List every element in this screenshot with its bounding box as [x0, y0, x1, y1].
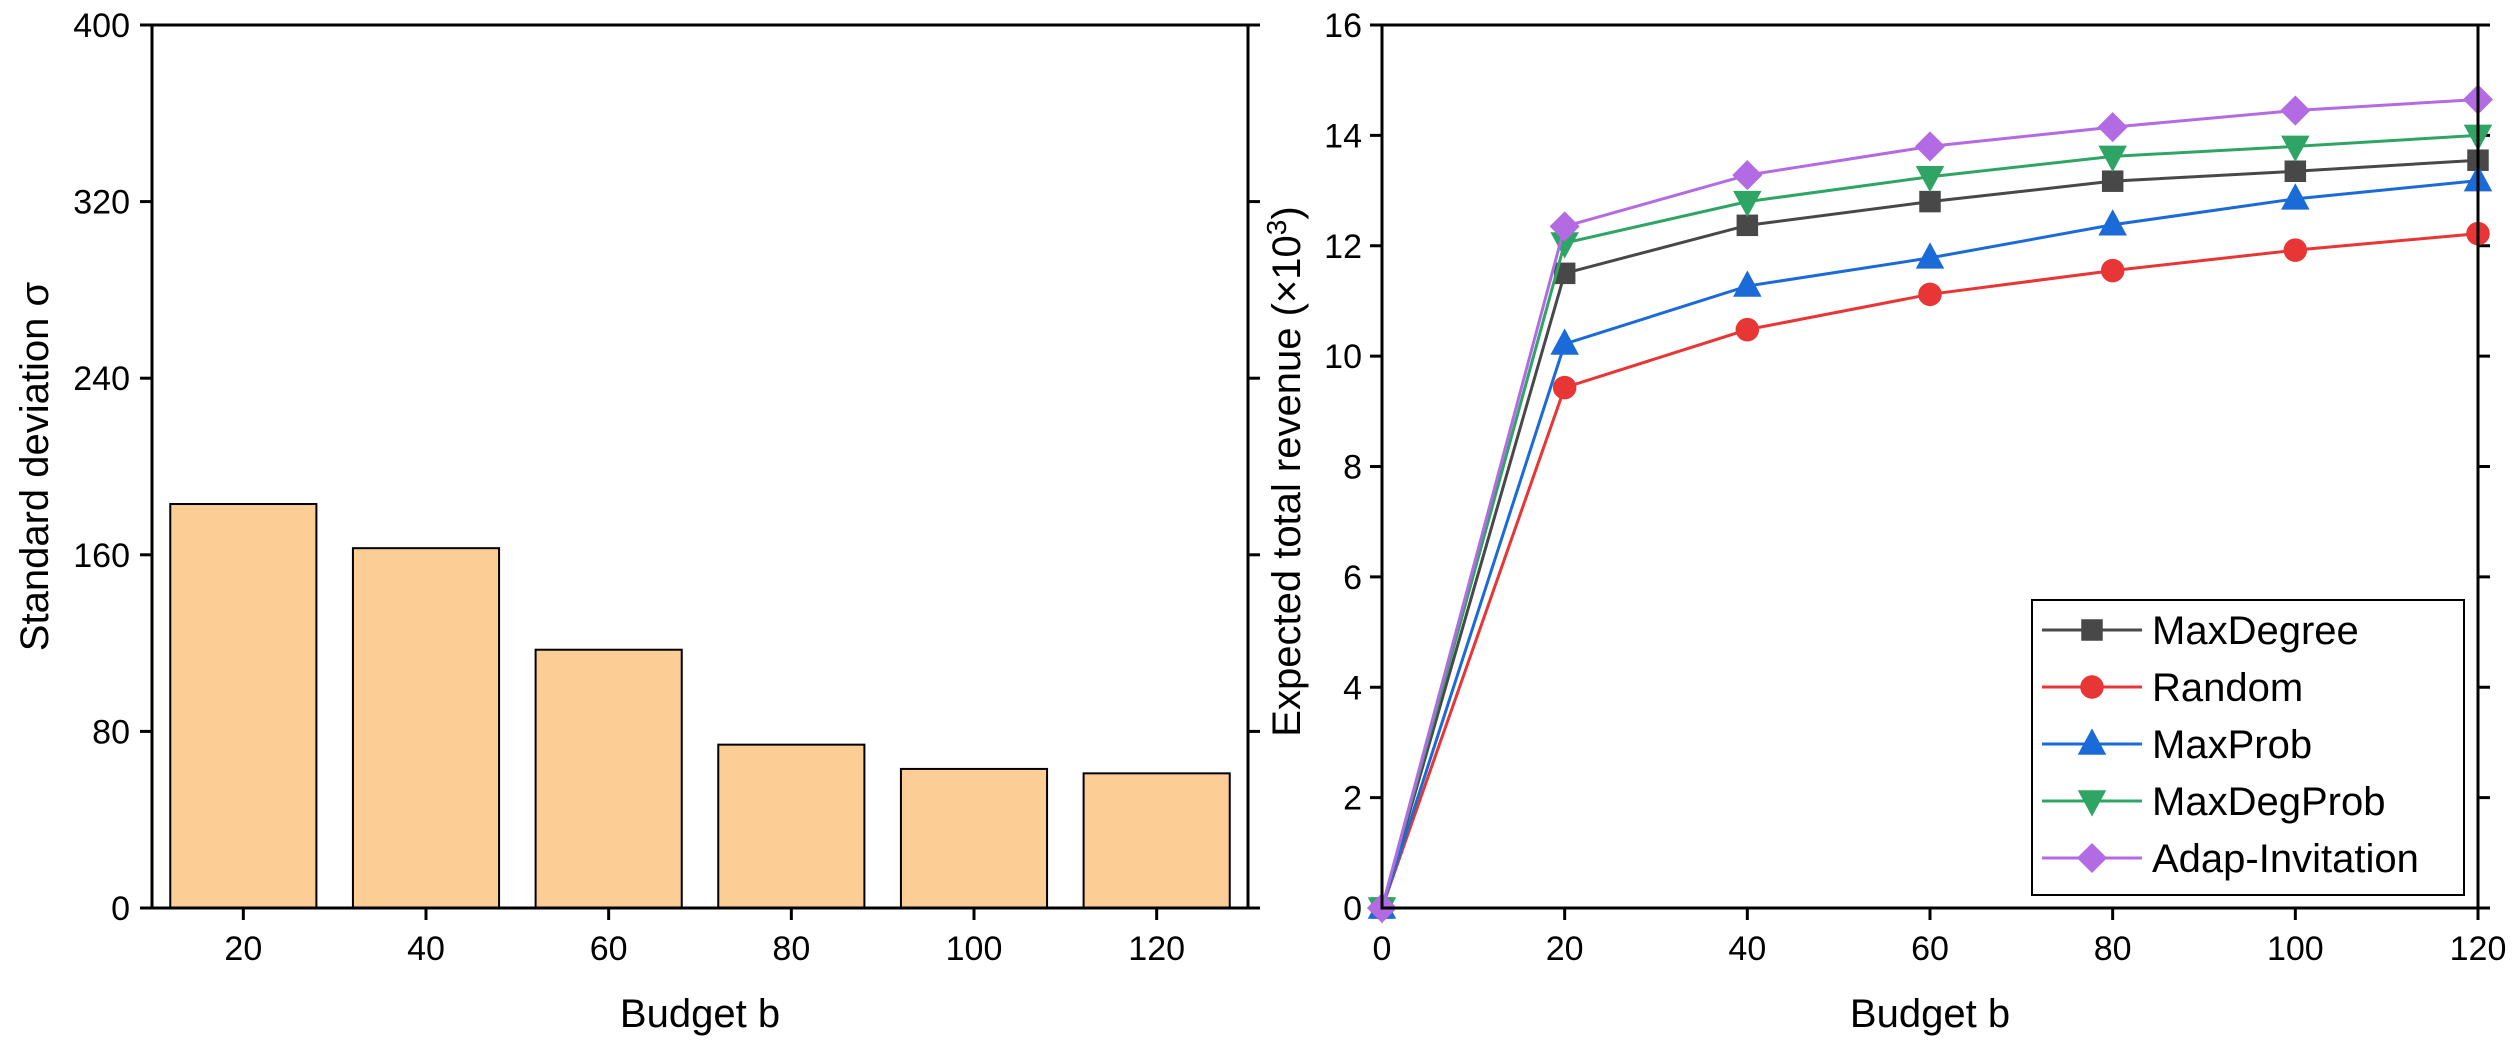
- x-tick-label: 100: [946, 930, 1003, 968]
- legend-label: MaxDegProb: [2152, 780, 2385, 824]
- data-point: [2098, 145, 2127, 172]
- bar: [717, 743, 866, 910]
- y-tick-label: 10: [1324, 338, 1362, 376]
- x-tick-label: 60: [590, 930, 628, 968]
- data-point: [1915, 166, 1945, 193]
- y-axis-title-main: Expected total revenue (×10: [1265, 235, 1309, 736]
- y-tick-label: 12: [1324, 228, 1362, 266]
- data-point: [2284, 160, 2307, 182]
- data-point: [2101, 170, 2124, 192]
- data-point: [2097, 112, 2128, 143]
- legend-item: MaxProb: [2042, 723, 2312, 767]
- y-tick-label: 14: [1324, 117, 1362, 155]
- y-tick-label: 0: [1343, 890, 1362, 928]
- data-point: [1550, 328, 1579, 355]
- x-tick-label: 60: [1911, 930, 1949, 968]
- legend-marker: [2080, 675, 2104, 699]
- legend-marker: [2081, 619, 2103, 641]
- legend-marker: [2077, 790, 2107, 817]
- plot-frame: [150, 23, 1250, 910]
- data-point: [2281, 135, 2310, 162]
- bar: [351, 547, 501, 909]
- data-point: [1553, 262, 1576, 285]
- data-point: [2283, 238, 2308, 262]
- x-tick-label: 20: [224, 930, 262, 968]
- y-axis-title-exponent: 3: [1261, 220, 1292, 236]
- x-tick-label: 20: [1546, 930, 1584, 968]
- legend-label: MaxProb: [2152, 723, 2312, 767]
- data-point: [2100, 258, 2125, 283]
- data-point: [1549, 211, 1580, 242]
- bar: [899, 767, 1049, 909]
- tick-group: 0 20 40 60 80 100 120 0 2 4 6 8 10 12 14 16: [1324, 7, 2506, 968]
- data-point: [1732, 160, 1763, 191]
- y-tick-label: 80: [92, 713, 130, 751]
- y-tick-label: 400: [73, 7, 130, 45]
- data-point: [2098, 209, 2127, 236]
- y-axis-title: Standard deviation σ: [13, 282, 57, 652]
- data-point: [1919, 190, 1941, 213]
- series-adap-invitation: [1366, 84, 2494, 924]
- x-tick-label: 80: [772, 930, 810, 968]
- x-tick-label: 80: [2094, 930, 2132, 968]
- legend-item: Random: [2042, 666, 2303, 710]
- data-point: [1733, 190, 1762, 218]
- y-tick-label: 2: [1343, 780, 1362, 818]
- x-tick-label: 120: [1128, 930, 1185, 968]
- legend-label: Random: [2152, 666, 2303, 710]
- x-axis-title: Budget b: [620, 992, 780, 1036]
- data-point: [1915, 242, 1945, 269]
- bar: [1082, 772, 1231, 910]
- y-tick-label: 240: [73, 360, 130, 398]
- data-point: [1918, 282, 1942, 307]
- data-point: [1914, 131, 1946, 162]
- x-tick-label: 100: [2267, 930, 2324, 968]
- bar: [534, 648, 683, 909]
- y-axis-title: Expected total revenue (×103): [1261, 206, 1309, 736]
- y-tick-label: 8: [1343, 449, 1362, 487]
- y-tick-label: 4: [1343, 669, 1362, 707]
- bar: [169, 503, 318, 909]
- series-group: [1366, 84, 2494, 924]
- data-point: [1733, 270, 1762, 297]
- legend-item: MaxDegree: [2042, 609, 2359, 653]
- data-point: [2280, 95, 2311, 126]
- y-tick-label: 16: [1324, 7, 1362, 45]
- y-axis-title-close: ): [1265, 206, 1309, 219]
- legend-item: Adap-Invitation: [2042, 837, 2419, 881]
- y-tick-label: 320: [73, 184, 130, 222]
- data-point: [1735, 317, 1760, 342]
- bar-group: [169, 503, 1231, 910]
- bar-chart-std-dev: 20 40 60 80 100 120 0 80 160 240 320 400 Budget b S…: [13, 7, 1260, 1036]
- series-maxdegprob: [1367, 124, 2493, 924]
- legend-marker: [2076, 842, 2108, 874]
- x-tick-label: 40: [407, 930, 445, 968]
- legend-label: Adap-Invitation: [2152, 837, 2419, 881]
- legend-label: MaxDegree: [2152, 609, 2359, 653]
- x-tick-label: 0: [1373, 930, 1392, 968]
- tick-group: 20 40 60 80 100 120 0 80 160 240 320 400: [73, 7, 1260, 968]
- data-point: [2281, 183, 2310, 210]
- y-tick-label: 0: [111, 890, 130, 928]
- legend: MaxDegree Random MaxProb MaxDegProb Adap-Inv…: [2031, 599, 2465, 896]
- y-tick-label: 160: [73, 537, 130, 575]
- x-tick-label: 120: [2450, 930, 2507, 968]
- y-tick-label: 6: [1343, 559, 1362, 597]
- line-chart-revenue: 0 20 40 60 80 100 120 0 2 4 6 8 10 12 14 16 Budget b Ex…: [1261, 7, 2506, 1036]
- legend-box: [2031, 599, 2465, 896]
- x-tick-label: 40: [1728, 930, 1766, 968]
- x-axis-title: Budget b: [1850, 992, 2010, 1036]
- legend-item: MaxDegProb: [2042, 780, 2385, 824]
- plot-frame: [1380, 23, 2480, 910]
- data-point: [1552, 375, 1577, 400]
- data-point: [1736, 214, 1759, 237]
- legend-marker: [2077, 728, 2107, 755]
